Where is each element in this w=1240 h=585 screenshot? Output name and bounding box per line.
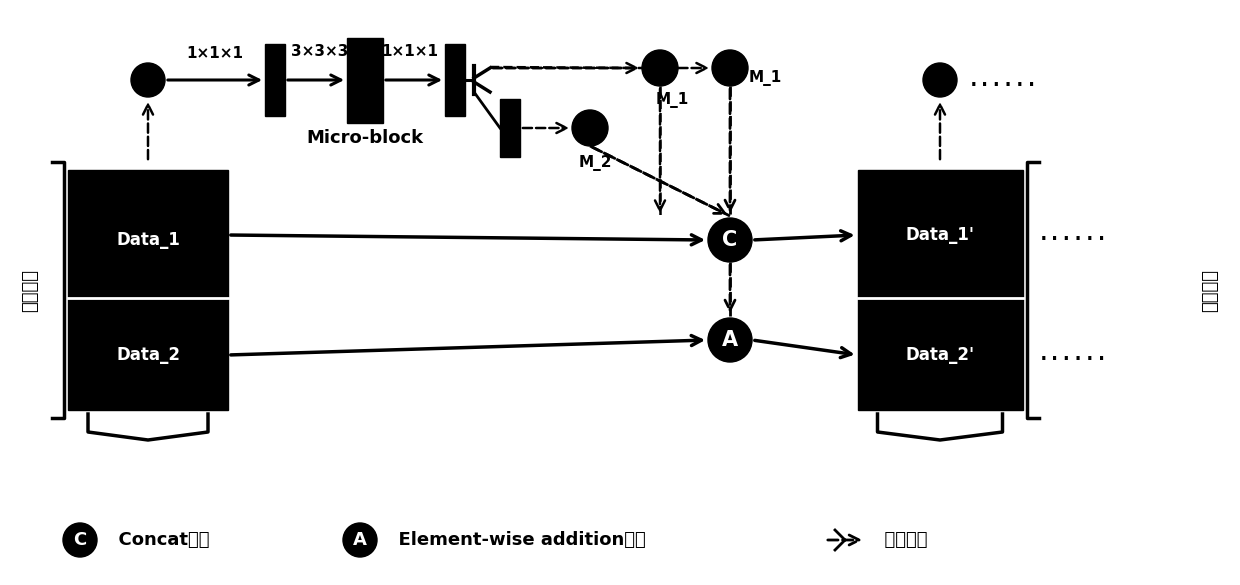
Text: Data_1': Data_1' — [905, 226, 975, 244]
Text: 输入数据: 输入数据 — [21, 269, 38, 311]
Circle shape — [63, 523, 97, 557]
Text: 1×1×1: 1×1×1 — [382, 44, 439, 60]
Text: M_1: M_1 — [656, 92, 688, 108]
Text: Data_2': Data_2' — [905, 346, 975, 364]
Circle shape — [131, 63, 165, 97]
Circle shape — [923, 63, 957, 97]
Text: 分离操作: 分离操作 — [872, 531, 928, 549]
Text: ......: ...... — [1038, 346, 1109, 364]
Text: M_1: M_1 — [749, 70, 781, 86]
Bar — [500, 99, 520, 157]
Text: C: C — [723, 230, 738, 250]
Circle shape — [343, 523, 377, 557]
Text: A: A — [722, 330, 738, 350]
Text: ......: ...... — [968, 71, 1039, 90]
Bar — [347, 37, 383, 122]
Text: Element-wise addition连接: Element-wise addition连接 — [386, 531, 646, 549]
Text: A: A — [353, 531, 367, 549]
Text: 1×1×1: 1×1×1 — [186, 46, 243, 61]
Text: Micro-block: Micro-block — [306, 129, 424, 147]
Bar — [445, 44, 465, 116]
Circle shape — [642, 50, 678, 86]
Text: M_2: M_2 — [578, 155, 611, 171]
Circle shape — [708, 318, 751, 362]
Text: 输出数据: 输出数据 — [1202, 269, 1219, 311]
Circle shape — [712, 50, 748, 86]
Bar — [68, 170, 228, 410]
Text: Data_2: Data_2 — [117, 346, 180, 364]
Text: Concat连接: Concat连接 — [105, 531, 210, 549]
Text: ......: ...... — [1038, 225, 1109, 245]
Bar — [265, 44, 285, 116]
Text: Data_1: Data_1 — [117, 231, 180, 249]
Bar — [858, 170, 1023, 410]
Circle shape — [708, 218, 751, 262]
Text: 3×3×3: 3×3×3 — [291, 44, 348, 60]
Text: C: C — [73, 531, 87, 549]
Circle shape — [572, 110, 608, 146]
